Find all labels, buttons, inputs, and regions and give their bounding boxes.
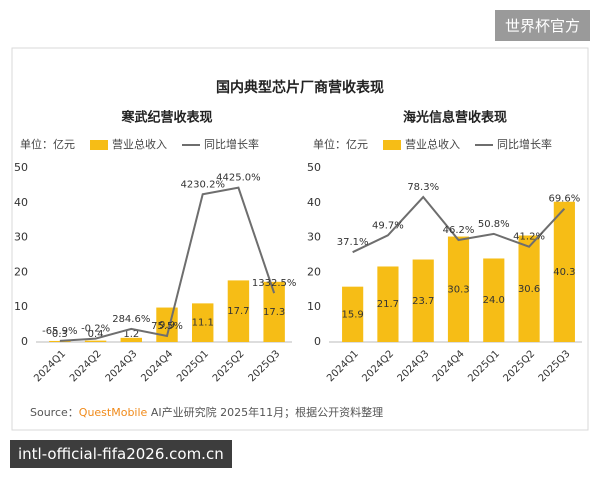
chart-title: 海光信息营收表现 [403,110,507,126]
source-brand: QuestMobile [79,406,148,419]
line-value-label: 37.1% [337,237,369,248]
line-value-label: 284.6% [112,314,150,325]
line-value-label: 78.3% [407,182,439,193]
bar-value-label: 0.3 [52,329,68,340]
badge: 世界杯官方 [494,10,590,41]
line-value-label: -0.2% [81,324,110,335]
bar [84,340,107,342]
bar [483,258,505,342]
y-tick-label: 50 [14,161,28,174]
y-tick-label: 20 [307,265,321,278]
y-tick-label: 30 [14,231,28,244]
bar [49,340,71,342]
bar [377,266,399,342]
legend-label: 营业总收入 [405,137,460,151]
bar [553,201,575,342]
bar [263,281,285,342]
line-value-label: 75.5% [151,321,183,332]
bar-value-label: 23.7 [412,296,434,307]
bar-value-label: 30.6 [518,284,540,295]
bar [192,303,214,342]
line-value-label: 1332.5% [252,278,297,289]
chart-title: 寒武纪营收表现 [120,110,212,126]
bar-value-label: 17.3 [263,307,285,318]
bar-value-label: 9.9 [159,320,175,331]
line-value-label: 50.8% [478,219,510,230]
bar-value-label: 1.2 [123,329,139,340]
footer-url: intl-official-fifa2026.com.cn [10,440,232,468]
bar-value-label: 0.4 [88,329,104,340]
y-tick-label: 40 [14,196,28,209]
y-tick-label: 0 [314,335,321,348]
bar [120,337,142,342]
source-label: Source： [30,406,79,419]
y-tick-label: 30 [307,231,321,244]
bar [227,280,250,342]
bar-value-label: 21.7 [377,299,399,310]
source-text: AI产业研究院 2025年11月；根据公开资料整理 [151,405,383,419]
line-value-label: 4425.0% [216,173,261,184]
figure-title: 国内典型芯片厂商营收表现 [216,79,384,96]
bar-value-label: 24.0 [483,295,505,306]
line-value-label: 49.7% [372,220,404,231]
y-tick-label: 20 [14,265,28,278]
bar [518,235,540,342]
source: Source：QuestMobile AI产业研究院 2025年11月；根据公开… [30,405,383,419]
unit-label: 单位：亿元 [313,137,368,151]
legend-label: 营业总收入 [112,137,167,151]
bar-value-label: 11.1 [192,318,214,329]
bar [412,259,434,342]
bar-value-label: 40.3 [553,267,575,278]
y-tick-label: 50 [307,161,321,174]
bar-value-label: 15.9 [342,309,364,320]
line-value-label: 4230.2% [180,179,225,190]
bar [342,286,364,342]
bar [447,236,470,342]
y-tick-label: 10 [14,300,28,313]
growth-line [352,195,566,254]
y-tick-label: 10 [307,300,321,313]
legend-swatch [383,140,401,150]
line-value-label: 41.2% [513,232,545,243]
unit-label: 单位：亿元 [20,137,75,151]
line-value-label: -65.9% [42,326,77,337]
legend-label: 同比增长率 [204,137,259,151]
line-value-label: 46.2% [443,225,475,236]
legend-swatch [90,140,108,150]
legend-label: 同比增长率 [497,137,552,151]
growth-line [59,186,276,342]
y-tick-label: 40 [307,196,321,209]
bar-value-label: 17.7 [227,306,249,317]
line-value-label: 69.6% [548,194,580,205]
bar-value-label: 30.3 [447,284,469,295]
card [11,47,589,431]
y-tick-label: 0 [21,335,28,348]
